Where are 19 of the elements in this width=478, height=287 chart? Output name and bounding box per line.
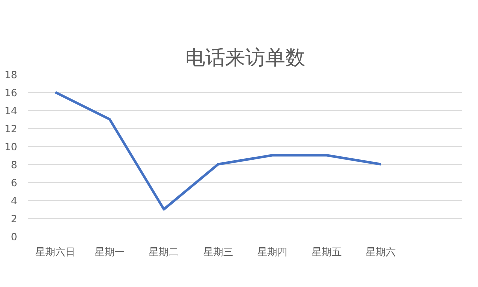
y-tick-label: 16: [4, 88, 18, 100]
x-tick-label: 星期六日: [36, 246, 76, 258]
x-tick-label: 星期三: [203, 246, 234, 258]
y-tick-label: 8: [11, 160, 18, 172]
y-tick-label: 18: [4, 70, 18, 82]
y-tick-label: 6: [11, 178, 18, 190]
chart-title: 电话来访单数: [186, 46, 306, 70]
x-tick-label: 星期六: [366, 246, 396, 258]
x-tick-label: 星期一: [94, 246, 125, 258]
x-tick-label: 星期五: [312, 246, 342, 258]
x-tick-label: 星期二: [149, 246, 180, 258]
y-tick-label: 0: [11, 232, 18, 244]
y-tick-label: 12: [4, 124, 18, 136]
x-tick-label: 星期四: [258, 246, 288, 258]
y-tick-label: 10: [4, 142, 18, 154]
y-tick-label: 4: [11, 196, 18, 208]
y-tick-label: 2: [11, 214, 18, 226]
y-tick-label: 14: [4, 106, 18, 118]
line-series: [54, 91, 382, 211]
